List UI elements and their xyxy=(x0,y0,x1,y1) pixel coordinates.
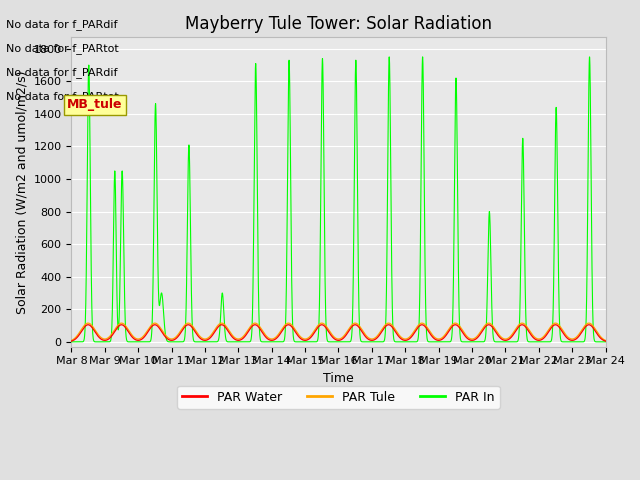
PAR Tule xyxy=(511,327,519,333)
PAR Water xyxy=(118,322,125,328)
Y-axis label: Solar Radiation (W/m2 and umol/m2/s): Solar Radiation (W/m2 and umol/m2/s) xyxy=(15,70,28,314)
Legend: PAR Water, PAR Tule, PAR In: PAR Water, PAR Tule, PAR In xyxy=(177,385,500,408)
Line: PAR In: PAR In xyxy=(72,57,605,342)
PAR Water xyxy=(358,329,366,335)
PAR In xyxy=(68,339,76,345)
PAR In xyxy=(179,339,186,345)
PAR Water xyxy=(387,323,395,329)
PAR Tule xyxy=(358,327,366,333)
PAR Tule xyxy=(68,337,76,343)
Text: No data for f_PARdif: No data for f_PARdif xyxy=(6,19,118,30)
PAR In xyxy=(511,339,519,345)
Title: Mayberry Tule Tower: Solar Radiation: Mayberry Tule Tower: Solar Radiation xyxy=(185,15,492,33)
PAR In xyxy=(387,165,394,170)
PAR Tule xyxy=(118,320,125,326)
PAR Water xyxy=(68,338,76,344)
Line: PAR Water: PAR Water xyxy=(72,325,605,341)
PAR Tule xyxy=(179,325,186,331)
PAR In xyxy=(525,339,532,345)
PAR Water xyxy=(511,329,519,335)
Line: PAR Tule: PAR Tule xyxy=(72,323,605,340)
PAR Water xyxy=(525,329,532,335)
Text: No data for f_PARtot: No data for f_PARtot xyxy=(6,43,119,54)
PAR Tule xyxy=(387,321,395,327)
Text: No data for f_PARdif: No data for f_PARdif xyxy=(6,67,118,78)
PAR In xyxy=(419,54,426,60)
PAR In xyxy=(485,215,493,220)
Text: No data for f_PARtot: No data for f_PARtot xyxy=(6,91,119,102)
PAR Tule xyxy=(525,327,532,333)
PAR Water xyxy=(179,327,186,333)
PAR In xyxy=(602,339,609,345)
X-axis label: Time: Time xyxy=(323,372,354,385)
Text: MB_tule: MB_tule xyxy=(67,98,123,111)
PAR Water xyxy=(485,322,493,328)
PAR In xyxy=(358,339,366,345)
PAR Water xyxy=(602,338,609,344)
PAR Tule xyxy=(602,337,609,343)
PAR Tule xyxy=(485,320,493,326)
